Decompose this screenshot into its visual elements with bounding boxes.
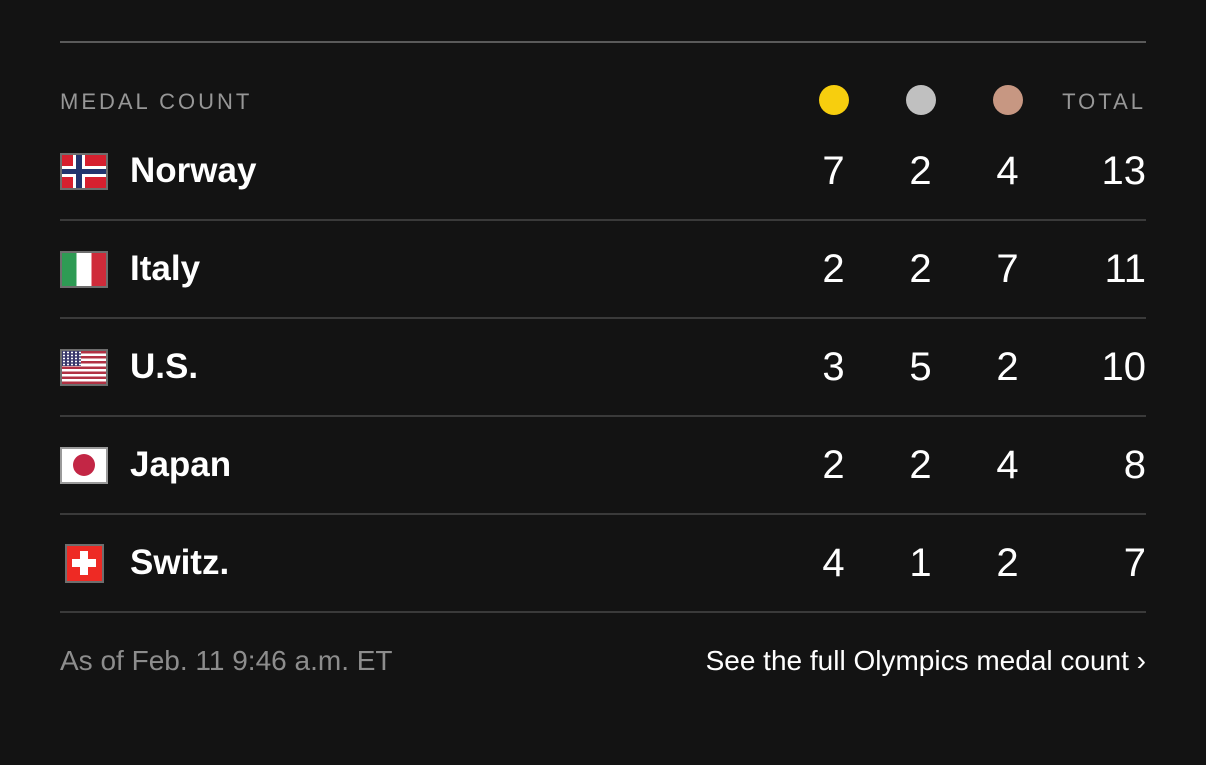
gold-count: 7 bbox=[822, 148, 845, 193]
total-count: 10 bbox=[1101, 344, 1147, 389]
silver-count: 5 bbox=[909, 344, 932, 389]
table-row-italy: Italy 2 2 7 11 bbox=[60, 221, 1146, 319]
table-row-japan: Japan 2 2 4 8 bbox=[60, 417, 1146, 515]
flag-cell bbox=[60, 250, 130, 288]
silver-count: 2 bbox=[909, 148, 932, 193]
country-name: Italy bbox=[130, 249, 201, 288]
gold-count: 2 bbox=[822, 246, 845, 291]
silver-count: 1 bbox=[909, 540, 932, 585]
table-header: MEDAL COUNT TOTAL bbox=[60, 43, 1146, 123]
total-count: 7 bbox=[1123, 540, 1146, 585]
bronze-count: 4 bbox=[996, 148, 1019, 193]
flag-cell bbox=[60, 446, 130, 484]
flag-cell bbox=[60, 152, 130, 190]
table-row-us: U.S. 3 5 2 10 bbox=[60, 319, 1146, 417]
bronze-column-header bbox=[964, 85, 1051, 115]
widget-title: MEDAL COUNT bbox=[60, 89, 253, 114]
silver-count: 2 bbox=[909, 442, 932, 487]
gold-medal-icon bbox=[818, 85, 849, 115]
table-row-switzerland: Switz. 4 1 2 7 bbox=[60, 515, 1146, 613]
bronze-count: 4 bbox=[996, 442, 1019, 487]
top-rule bbox=[60, 41, 1146, 43]
flag-cell bbox=[60, 348, 130, 386]
country-name: Switz. bbox=[130, 543, 230, 582]
italy-flag-icon bbox=[60, 250, 108, 288]
country-name: U.S. bbox=[130, 347, 199, 386]
us-flag-icon bbox=[60, 348, 108, 386]
gold-column-header bbox=[790, 85, 877, 115]
japan-flag-icon bbox=[60, 446, 108, 484]
country-name: Japan bbox=[130, 445, 232, 484]
bronze-count: 7 bbox=[996, 246, 1019, 291]
silver-column-header bbox=[877, 85, 964, 115]
total-count: 8 bbox=[1123, 442, 1146, 487]
silver-medal-icon bbox=[905, 85, 936, 115]
bronze-count: 2 bbox=[996, 540, 1019, 585]
medal-count-widget: MEDAL COUNT TOTAL Norway 7 2 4 13 Italy … bbox=[0, 41, 1206, 765]
total-count: 13 bbox=[1101, 148, 1147, 193]
gold-count: 3 bbox=[822, 344, 845, 389]
total-count: 11 bbox=[1104, 246, 1146, 291]
silver-count: 2 bbox=[909, 246, 932, 291]
gold-count: 4 bbox=[822, 540, 845, 585]
as-of-timestamp: As of Feb. 11 9:46 a.m. ET bbox=[60, 645, 393, 676]
bronze-medal-icon bbox=[992, 85, 1023, 115]
norway-flag-icon bbox=[60, 152, 108, 190]
full-medal-count-link[interactable]: See the full Olympics medal count › bbox=[705, 645, 1146, 676]
total-column-header: TOTAL bbox=[1062, 89, 1146, 114]
country-name: Norway bbox=[130, 151, 257, 190]
bronze-count: 2 bbox=[996, 344, 1019, 389]
table-row-norway: Norway 7 2 4 13 bbox=[60, 123, 1146, 221]
gold-count: 2 bbox=[822, 442, 845, 487]
switzerland-flag-icon bbox=[64, 543, 104, 583]
flag-cell bbox=[60, 543, 130, 583]
widget-footer: As of Feb. 11 9:46 a.m. ET See the full … bbox=[60, 613, 1146, 677]
